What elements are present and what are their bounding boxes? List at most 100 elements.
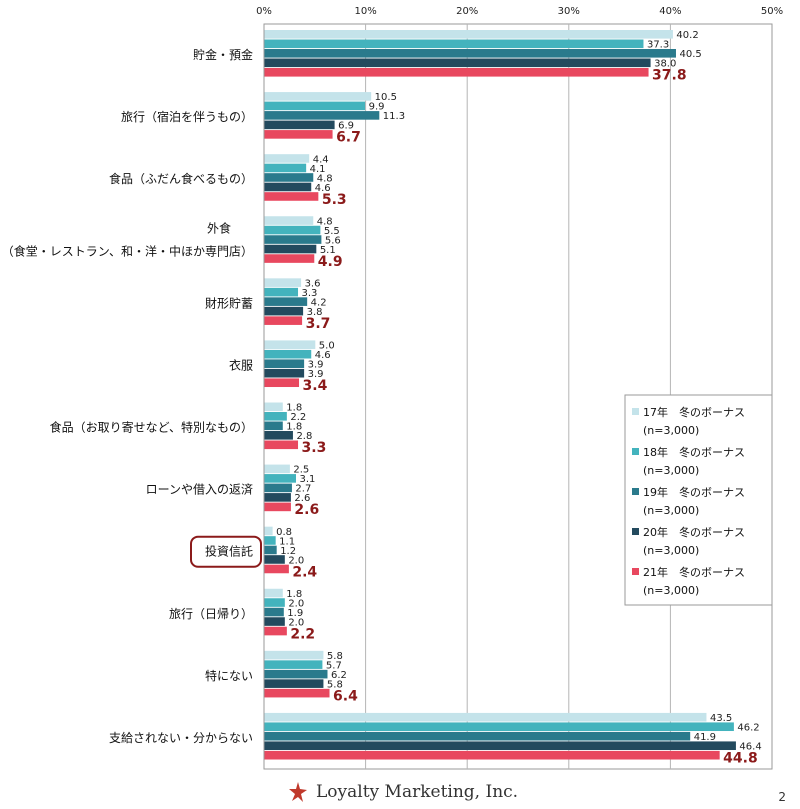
value-label: 2.0 — [288, 598, 304, 609]
value-label: 1.8 — [286, 589, 302, 600]
bar — [264, 39, 644, 49]
bar — [264, 216, 314, 225]
bar — [264, 359, 305, 369]
bar — [264, 555, 285, 564]
bar — [264, 536, 276, 545]
legend-swatch — [632, 568, 639, 575]
bar — [264, 120, 335, 130]
value-label: 3.1 — [299, 474, 315, 485]
bar — [264, 502, 291, 512]
value-label: 2.6 — [294, 493, 310, 504]
category-label: 衣服 — [229, 357, 253, 372]
value-label: 2.8 — [296, 431, 312, 442]
bar — [264, 368, 305, 378]
legend-swatch — [632, 408, 639, 415]
bar — [264, 244, 317, 254]
value-label: 2.6 — [294, 502, 319, 518]
category-label: 貯金・預金 — [193, 47, 253, 62]
bar — [264, 660, 323, 669]
bar — [264, 588, 283, 598]
bar — [264, 225, 321, 235]
category-label: ローンや借入の返済 — [146, 482, 253, 497]
value-label: 3.9 — [308, 369, 324, 380]
legend-label: 17年 冬のボーナス — [643, 405, 745, 419]
value-label: 3.8 — [307, 307, 323, 318]
bar — [264, 154, 310, 163]
value-label: 5.0 — [319, 341, 335, 352]
bar — [264, 278, 302, 287]
bar — [264, 316, 303, 325]
value-label: 0.8 — [276, 527, 292, 538]
value-label: 2.0 — [288, 617, 304, 628]
bar — [264, 349, 312, 359]
value-label: 46.4 — [739, 742, 761, 753]
value-label: 11.3 — [383, 111, 405, 122]
value-label: 1.8 — [286, 403, 302, 414]
x-tick-label: 50% — [761, 6, 783, 17]
value-label: 37.3 — [647, 40, 669, 51]
bar — [264, 669, 328, 679]
legend-sample-size: (n=3,000) — [643, 544, 699, 557]
value-label: 41.9 — [694, 732, 716, 743]
bar — [264, 526, 273, 536]
category-label: 外食 — [207, 220, 231, 235]
category-label: 特にない — [205, 668, 253, 683]
bar — [264, 412, 287, 421]
value-label: 2.2 — [290, 626, 315, 642]
x-tick-label: 40% — [659, 6, 681, 17]
bar — [264, 254, 315, 263]
value-label: 4.2 — [311, 297, 327, 308]
category-label: 食品（お取り寄せなど、特別なもの） — [50, 420, 253, 435]
value-label: 4.8 — [317, 173, 333, 184]
bar — [264, 192, 319, 201]
category-label: 投資信託 — [205, 544, 253, 559]
bar — [264, 235, 322, 244]
x-tick-label: 0% — [256, 6, 272, 17]
value-label: 3.4 — [303, 378, 328, 394]
bar — [264, 679, 324, 688]
value-label: 5.1 — [320, 245, 336, 256]
value-label: 40.5 — [679, 49, 701, 60]
bar — [264, 402, 283, 412]
category-label: 旅行（宿泊を伴うもの） — [121, 109, 253, 124]
category-label: 財形貯蓄 — [205, 295, 253, 310]
bar — [264, 722, 734, 732]
value-label: 4.6 — [315, 183, 331, 194]
value-label: 2.0 — [288, 555, 304, 566]
bar — [264, 101, 366, 111]
bar — [264, 464, 290, 474]
value-label: 40.2 — [676, 30, 698, 41]
value-label: 1.9 — [287, 608, 303, 619]
bar — [264, 111, 380, 120]
category-label: 食品（ふだん食べるもの） — [109, 171, 253, 186]
bar — [264, 68, 649, 77]
value-label: 4.4 — [313, 154, 329, 165]
bar — [264, 483, 292, 493]
value-label: 4.1 — [310, 164, 326, 175]
value-label: 1.8 — [286, 422, 302, 433]
bar — [264, 287, 299, 297]
legend-label: 18年 冬のボーナス — [643, 445, 745, 459]
value-label: 6.4 — [333, 688, 358, 704]
legend-box — [624, 394, 773, 606]
value-label: 3.6 — [305, 278, 321, 289]
bar — [264, 163, 307, 173]
bar — [264, 712, 707, 722]
legend-label: 21年 冬のボーナス — [643, 565, 745, 579]
value-label: 1.2 — [280, 546, 296, 557]
bar — [264, 598, 285, 607]
value-label: 5.8 — [327, 679, 343, 690]
value-label: 37.8 — [652, 68, 687, 84]
x-tick-label: 30% — [558, 6, 580, 17]
bar — [264, 92, 372, 101]
value-label: 5.7 — [326, 660, 342, 671]
category-label: （食堂・レストラン、和・洋・中ほか専門店） — [2, 243, 253, 258]
bar — [264, 340, 316, 350]
company-logo: Loyalty Marketing, Inc. — [286, 780, 518, 804]
value-label: 43.5 — [710, 713, 732, 724]
bar — [264, 626, 287, 636]
legend-sample-size: (n=3,000) — [643, 424, 699, 437]
value-label: 5.6 — [325, 235, 341, 246]
page-number: 2 — [778, 790, 786, 804]
legend-sample-size: (n=3,000) — [643, 464, 699, 477]
